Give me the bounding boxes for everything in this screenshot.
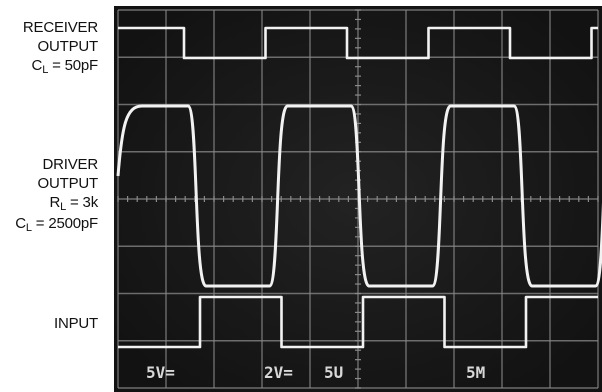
driver-label-line2: OUTPUT (37, 175, 99, 192)
scope-readout-4: 5M (466, 363, 485, 382)
graticule-grid (117, 9, 599, 389)
receiver-cl-symbol: C (31, 57, 43, 74)
oscilloscope-screen: 5V= 2V= 5U 5M (114, 6, 602, 392)
scope-readouts: 5V= 2V= 5U 5M (146, 363, 485, 382)
receiver-cl-subscript: L (42, 64, 49, 76)
driver-load-resistance: RL = 3k (15, 193, 99, 214)
oscilloscope-graticule: 5V= 2V= 5U 5M (114, 6, 602, 392)
input-trace (118, 295, 598, 349)
receiver-label-line2: OUTPUT (37, 38, 99, 55)
trace-labels: RECEIVER OUTPUT CL = 50pF DRIVER OUTPUT … (0, 0, 112, 392)
receiver-output-trace (118, 26, 598, 60)
receiver-load-capacitance: CL = 50pF (23, 56, 99, 77)
input-label: INPUT (54, 314, 98, 333)
scope-readout-2: 2V= (264, 363, 293, 382)
driver-load-capacitance: CL = 2500pF (15, 214, 98, 235)
driver-label-line1: DRIVER (42, 156, 99, 173)
driver-rl-value: = 3k (66, 194, 98, 211)
signal-traces (116, 26, 602, 349)
scope-readout-1: 5V= (146, 363, 175, 382)
receiver-output-label: RECEIVER OUTPUT CL = 50pF (23, 18, 98, 77)
scope-readout-3: 5U (324, 363, 343, 382)
driver-cl-symbol: C (15, 215, 26, 232)
receiver-cl-value: = 50pF (48, 57, 98, 74)
driver-cl-subscript: L (25, 222, 32, 234)
driver-rl-subscript: L (60, 201, 67, 213)
driver-rl-symbol: R (49, 194, 61, 211)
driver-output-trace (116, 104, 602, 288)
input-label-line1: INPUT (53, 315, 98, 332)
driver-cl-value: = 2500pF (31, 215, 98, 232)
driver-output-label: DRIVER OUTPUT RL = 3k CL = 2500pF (15, 155, 98, 235)
receiver-label-line1: RECEIVER (22, 19, 98, 36)
